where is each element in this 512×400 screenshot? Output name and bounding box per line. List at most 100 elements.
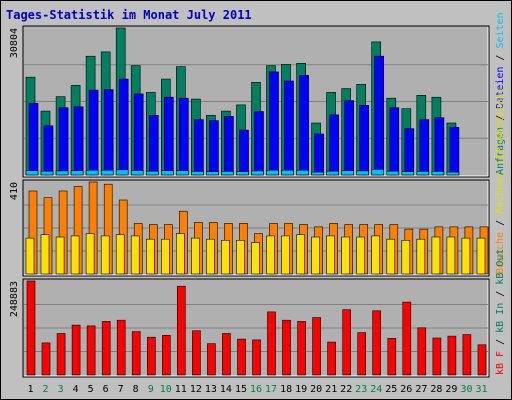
bar-kb-f-day-21 xyxy=(327,341,336,376)
day-label-16: 16 xyxy=(250,384,262,395)
day-label-19: 19 xyxy=(295,384,307,395)
bar-kb-f-day-1 xyxy=(26,280,36,376)
day-label-24: 24 xyxy=(370,384,382,395)
chart-panels: 30804 Anfragen / Dateien / Seiten 410 Besuc… xyxy=(9,12,506,378)
bar-rechner-day-4 xyxy=(70,235,80,275)
legend-entry: kB Out xyxy=(495,249,506,285)
bar-dateien-day-25 xyxy=(389,107,400,176)
legend-entry: / xyxy=(495,109,506,127)
day-label-22: 22 xyxy=(340,384,352,395)
bar-dateien-day-21 xyxy=(329,114,339,176)
chart-title: Tages-Statistik im Monat July 2011 xyxy=(6,8,252,22)
bar-rechner-day-12 xyxy=(191,237,200,275)
bar-dateien-day-7 xyxy=(118,78,129,176)
bar-rechner-day-21 xyxy=(326,235,335,275)
bar-kb-f-day-4 xyxy=(71,324,81,376)
bar-dateien-day-2 xyxy=(43,125,54,176)
bar-seiten-day-11 xyxy=(176,170,189,176)
bar-dateien-day-17 xyxy=(269,71,279,176)
bar-kb-f-day-13 xyxy=(207,343,216,376)
bar-rechner-day-11 xyxy=(176,233,185,275)
panel-max-label: 410 xyxy=(9,182,20,200)
day-label-30: 30 xyxy=(460,384,472,395)
panel-volume: 248883 kB F / kB In / kB Out xyxy=(9,249,506,378)
bar-kb-f-day-25 xyxy=(387,338,397,376)
bar-seiten-day-20 xyxy=(311,171,324,176)
legend-entry: Rechner (IP-Adressen) xyxy=(495,87,506,213)
bar-seiten-day-26 xyxy=(401,171,415,176)
legend-entry: Besuche xyxy=(495,232,506,274)
bar-kb-f-day-27 xyxy=(417,327,427,376)
day-label-13: 13 xyxy=(205,384,217,395)
bar-rechner-day-9 xyxy=(146,238,155,275)
bar-kb-f-day-12 xyxy=(192,330,201,376)
day-label-17: 17 xyxy=(265,384,277,395)
bar-dateien-day-5 xyxy=(88,89,99,176)
bar-seiten-day-10 xyxy=(161,170,174,176)
bar-kb-f-day-3 xyxy=(56,333,66,376)
bar-seiten-day-1 xyxy=(25,170,39,176)
day-label-31: 31 xyxy=(475,384,487,395)
panel-max-label: 248883 xyxy=(9,281,20,317)
bar-kb-f-day-31 xyxy=(477,344,487,376)
bar-dateien-day-22 xyxy=(344,100,355,176)
bar-rechner-day-5 xyxy=(85,233,95,275)
bar-seiten-day-14 xyxy=(221,171,234,176)
legend-entry: / xyxy=(495,49,506,67)
bar-kb-f-day-29 xyxy=(447,335,457,376)
bar-kb-f-day-30 xyxy=(462,334,472,376)
bar-seiten-day-12 xyxy=(191,171,204,176)
bar-kb-f-day-22 xyxy=(342,309,352,376)
bar-rechner-day-16 xyxy=(251,242,260,275)
bar-rechner-day-29 xyxy=(446,236,456,275)
legend-entry: kB F xyxy=(495,351,506,375)
bar-dateien-day-28 xyxy=(434,117,445,176)
legend-entry: / xyxy=(495,285,506,303)
bar-dateien-day-26 xyxy=(404,128,415,176)
bar-kb-f-day-8 xyxy=(131,331,141,376)
bar-seiten-day-4 xyxy=(70,170,84,176)
bar-kb-f-day-17 xyxy=(267,311,276,376)
day-label-25: 25 xyxy=(385,384,397,395)
day-label-2: 2 xyxy=(42,384,48,395)
panel-side-legend: Besuche / Rechner (IP-Adressen) xyxy=(495,87,506,274)
bar-kb-f-day-7 xyxy=(116,319,126,376)
day-labels: 1 2 3 4 5 6 7 8 9 10 11 12 13 14 15 16 17 18 19 20 21 22 23 24 2… xyxy=(27,384,487,395)
bar-seiten-day-27 xyxy=(416,171,430,176)
bar-kb-f-day-15 xyxy=(237,338,246,376)
bar-kb-f-day-24 xyxy=(372,310,382,376)
bar-rechner-day-7 xyxy=(115,234,125,275)
bar-rechner-day-24 xyxy=(371,235,381,275)
day-label-12: 12 xyxy=(190,384,202,395)
bar-seiten-day-9 xyxy=(146,170,159,176)
bar-seiten-day-5 xyxy=(85,169,99,176)
bar-seiten-day-16 xyxy=(251,170,264,176)
bar-kb-f-day-9 xyxy=(147,336,156,376)
day-label-9: 9 xyxy=(148,384,154,395)
day-label-27: 27 xyxy=(415,384,427,395)
bar-dateien-day-13 xyxy=(209,120,219,176)
day-label-14: 14 xyxy=(220,384,232,395)
legend-entry: Anfragen xyxy=(495,127,506,175)
bar-rechner-day-6 xyxy=(100,235,110,275)
bar-seiten-day-7 xyxy=(115,169,129,176)
bar-seiten-day-8 xyxy=(130,170,144,176)
bar-rechner-day-28 xyxy=(431,236,441,275)
bar-kb-f-day-16 xyxy=(252,339,261,376)
bar-seiten-day-29 xyxy=(446,171,460,176)
bar-rechner-day-13 xyxy=(206,238,215,275)
bar-rechner-day-2 xyxy=(40,234,50,275)
legend-entry: Dateien xyxy=(495,67,506,109)
bar-seiten-day-28 xyxy=(431,171,445,176)
bar-rechner-day-3 xyxy=(55,236,65,275)
bar-dateien-day-1 xyxy=(28,103,39,176)
bar-kb-f-day-14 xyxy=(222,333,231,376)
bar-rechner-day-10 xyxy=(161,238,170,275)
legend-entry: / xyxy=(495,333,506,351)
bar-kb-f-day-6 xyxy=(101,321,111,376)
day-label-10: 10 xyxy=(160,384,172,395)
day-label-8: 8 xyxy=(133,384,139,395)
day-label-11: 11 xyxy=(175,384,187,395)
bar-rechner-day-26 xyxy=(401,240,411,275)
